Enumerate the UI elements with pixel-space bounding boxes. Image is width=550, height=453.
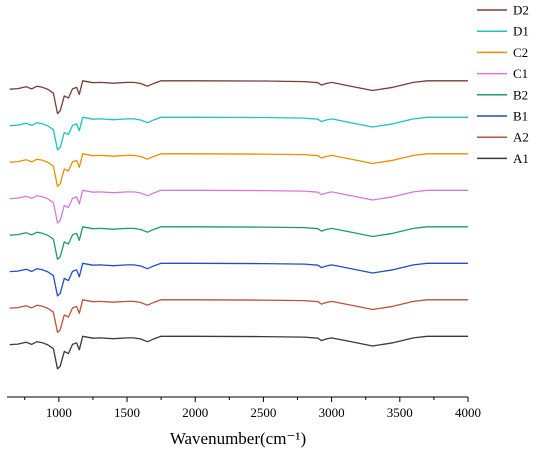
series-line-b2 [9, 226, 468, 261]
x-tick-label: 2500 [250, 405, 276, 420]
plot-lines [9, 80, 468, 370]
legend-item-a2: A2 [477, 130, 529, 145]
legend-item-d1: D1 [477, 24, 529, 39]
x-tick-label: 3500 [387, 405, 413, 420]
x-tick-label: 2000 [182, 405, 208, 420]
legend-label: B2 [513, 87, 528, 102]
legend-item-c1: C1 [477, 66, 528, 81]
legend: D2 D1 C2 C1 B2 B1 A2 A1 [477, 3, 529, 166]
x-tick-label: 1000 [46, 405, 72, 420]
series-line-a2 [9, 299, 468, 334]
legend-label: C2 [513, 45, 528, 60]
series-line-d2 [9, 80, 468, 115]
x-tick-label: 3000 [319, 405, 345, 420]
axes: 1000 1500 2000 2500 3000 3500 4000 [7, 396, 481, 420]
legend-item-c2: C2 [477, 45, 528, 60]
series-line-d1 [9, 116, 468, 151]
series-line-c1 [9, 189, 468, 224]
legend-item-a1: A1 [477, 151, 529, 166]
legend-item-d2: D2 [477, 3, 529, 18]
x-tick-label: 1500 [114, 405, 140, 420]
legend-label: D1 [513, 24, 529, 39]
legend-label: A1 [513, 151, 529, 166]
x-tick-label: 4000 [455, 405, 481, 420]
series-line-c2 [9, 153, 468, 188]
legend-item-b1: B1 [477, 109, 528, 124]
legend-label: B1 [513, 109, 528, 124]
legend-label: D2 [513, 3, 529, 18]
x-axis-title: Wavenumber(cm⁻¹) [170, 429, 306, 448]
series-line-b1 [9, 262, 468, 297]
legend-item-b2: B2 [477, 87, 528, 102]
series-line-a1 [9, 335, 468, 370]
legend-label: C1 [513, 66, 528, 81]
legend-label: A2 [513, 130, 529, 145]
